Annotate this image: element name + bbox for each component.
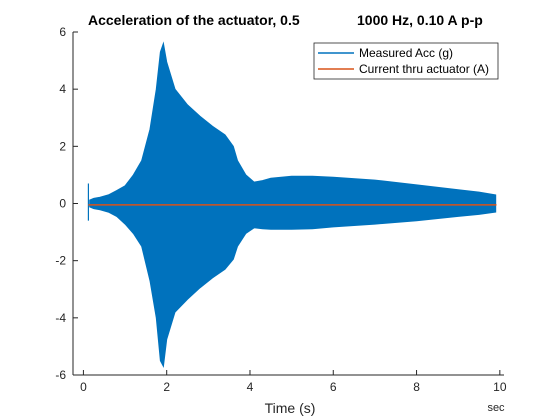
x-tick-label: 4 — [247, 380, 254, 394]
x-axis-unit-label: sec — [487, 402, 505, 414]
y-tick-label: -2 — [55, 254, 66, 268]
x-axis-label: Time (s) — [265, 400, 316, 416]
y-tick-label: 6 — [59, 25, 66, 39]
chart-title-right: 1000 Hz, 0.10 A p-p — [357, 12, 483, 28]
x-tick-label: 8 — [413, 380, 420, 394]
legend: Measured Acc (g) Current thru actuator (A… — [313, 42, 499, 80]
y-tick-label: -6 — [55, 368, 66, 382]
x-tick-label: 2 — [163, 380, 170, 394]
y-tick-label: -4 — [55, 311, 66, 325]
plot-area: 0 2 4 6 8 10 -6 -4 -2 0 2 4 6 — [55, 25, 507, 394]
y-tick-label: 0 — [59, 197, 66, 211]
chart-title-left: Acceleration of the actuator, 0.5 — [88, 12, 300, 28]
y-tick-label: 4 — [59, 82, 66, 96]
x-tick-label: 0 — [80, 380, 87, 394]
legend-entry: Measured Acc (g) — [359, 46, 453, 60]
legend-entry: Current thru actuator (A) — [359, 62, 489, 76]
y-tick-label: 2 — [59, 139, 66, 153]
x-tick-label: 6 — [330, 380, 337, 394]
x-tick-label: 10 — [493, 380, 507, 394]
legend-box — [313, 42, 499, 80]
